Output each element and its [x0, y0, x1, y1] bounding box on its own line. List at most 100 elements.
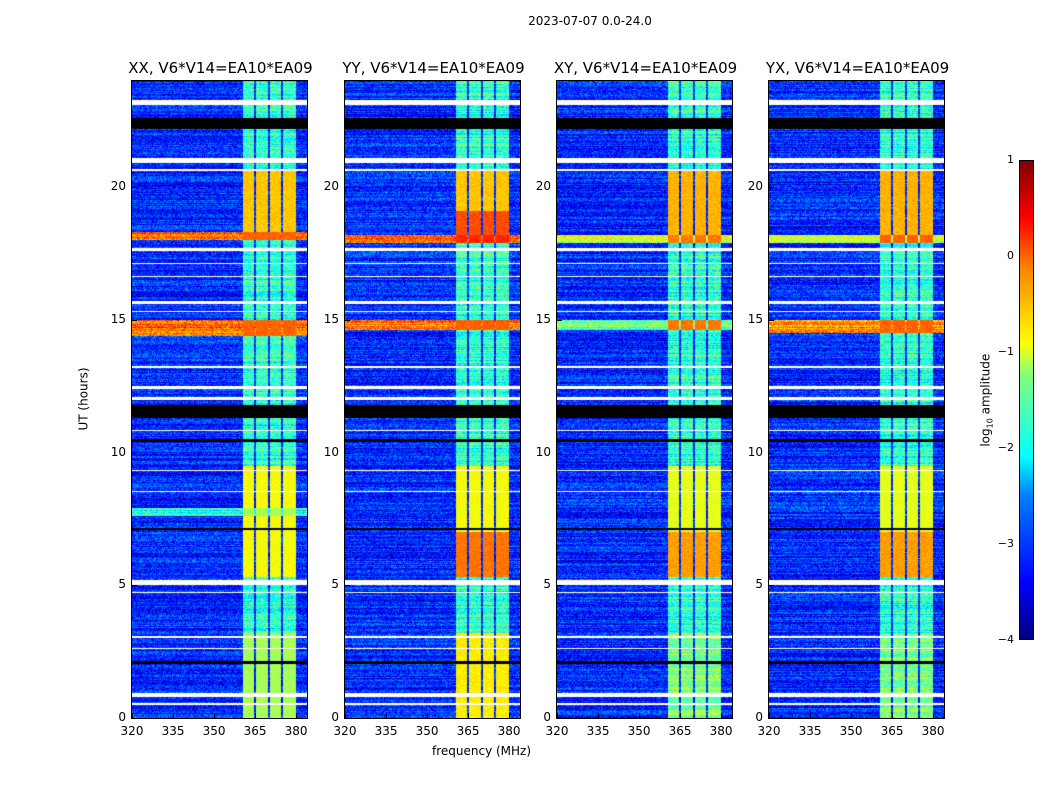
x-tick — [933, 713, 935, 718]
x-tick-label: 320 — [120, 724, 144, 738]
colorbar-tick-label: −3 — [997, 537, 1014, 550]
y-tick-label: 20 — [747, 179, 763, 194]
x-tick — [509, 713, 511, 718]
y-tick — [557, 319, 562, 321]
spectrogram-panel-4: YX, V6*V14=EA10*EA09 320 335 350 365 380 0 5 10 1… — [748, 59, 949, 738]
y-tick — [769, 187, 774, 189]
y-tick — [132, 718, 137, 719]
x-tick-label: 365 — [668, 724, 692, 738]
x-tick-label: 350 — [627, 724, 651, 738]
x-tick — [639, 713, 641, 718]
y-axis-label: UT (hours) — [76, 367, 91, 431]
y-tick-label: 10 — [323, 444, 339, 459]
x-tick-label: 350 — [839, 724, 863, 738]
x-tick — [721, 713, 723, 718]
y-tick-label: 0 — [331, 710, 339, 724]
x-tick-label: 380 — [284, 724, 308, 738]
x-tick — [680, 713, 682, 718]
y-tick — [132, 452, 137, 454]
y-tick — [345, 585, 350, 587]
y-tick-label: 15 — [535, 311, 551, 326]
panel-title: XX, V6*V14=EA10*EA09 — [128, 59, 313, 77]
x-tick-label: 365 — [880, 724, 904, 738]
x-tick — [851, 713, 853, 718]
heatmap-image — [132, 81, 307, 718]
colorbar — [1019, 160, 1034, 640]
y-tick-label: 15 — [747, 311, 763, 326]
y-tick-label: 5 — [543, 577, 551, 592]
y-tick-label: 5 — [118, 577, 126, 592]
x-tick-label: 320 — [333, 724, 357, 738]
x-axis-label: frequency (MHz) — [432, 744, 532, 758]
y-tick — [345, 718, 350, 719]
heatmap-image — [557, 81, 732, 718]
y-tick — [557, 452, 562, 454]
x-tick — [386, 713, 388, 718]
x-tick-label: 350 — [415, 724, 439, 738]
y-tick — [557, 718, 562, 719]
y-tick-label: 5 — [331, 577, 339, 592]
x-tick-label: 380 — [497, 724, 521, 738]
y-tick — [345, 319, 350, 321]
x-tick-label: 335 — [798, 724, 822, 738]
figure-title: 2023-07-07 0.0-24.0 — [528, 14, 652, 28]
colorbar-tick-label: 0 — [1007, 249, 1014, 262]
y-tick — [769, 452, 774, 454]
x-tick — [769, 713, 770, 718]
panel-title: YX, V6*V14=EA10*EA09 — [765, 59, 950, 77]
spectrogram-panel-1: XX, V6*V14=EA10*EA09 320 335 350 365 380 0 5 10 1… — [111, 59, 313, 738]
x-tick-label: 350 — [202, 724, 226, 738]
y-tick-label: 20 — [323, 179, 339, 194]
colorbar-tick-label: −4 — [997, 633, 1014, 646]
x-tick-label: 335 — [161, 724, 185, 738]
x-tick — [296, 713, 298, 718]
y-tick — [345, 187, 350, 189]
x-tick-label: 320 — [545, 724, 569, 738]
x-tick — [468, 713, 470, 718]
y-tick — [132, 585, 137, 587]
y-tick-label: 0 — [755, 710, 763, 724]
y-tick-label: 10 — [747, 444, 763, 459]
y-tick-label: 0 — [543, 710, 551, 724]
y-tick-label: 20 — [535, 179, 551, 194]
y-tick — [769, 319, 774, 321]
x-tick — [345, 713, 346, 718]
panel-title: YY, V6*V14=EA10*EA09 — [342, 59, 525, 77]
y-tick — [769, 718, 774, 719]
spectrogram-panel-2: YY, V6*V14=EA10*EA09 320 335 350 365 380 0 5 10 1… — [324, 59, 525, 738]
colorbar-label: log10 amplitude — [978, 353, 995, 447]
y-tick-label: 20 — [110, 179, 126, 194]
x-tick-label: 365 — [456, 724, 480, 738]
y-tick — [345, 452, 350, 454]
panel-title: XY, V6*V14=EA10*EA09 — [553, 59, 738, 77]
x-tick — [557, 713, 558, 718]
x-tick — [810, 713, 812, 718]
y-tick-label: 10 — [110, 444, 126, 459]
heatmap-image — [769, 81, 944, 718]
colorbar-tick-label: −2 — [997, 441, 1014, 454]
y-tick-label: 15 — [323, 311, 339, 326]
y-tick — [132, 187, 137, 189]
x-tick-label: 335 — [374, 724, 398, 738]
y-tick — [557, 585, 562, 587]
y-tick — [769, 585, 774, 587]
x-tick — [173, 713, 175, 718]
x-tick — [255, 713, 257, 718]
x-tick-label: 320 — [757, 724, 781, 738]
y-tick — [132, 319, 137, 321]
x-tick-label: 380 — [709, 724, 733, 738]
x-tick — [132, 713, 133, 718]
x-tick — [214, 713, 216, 718]
x-tick-label: 335 — [586, 724, 610, 738]
y-tick-label: 5 — [755, 577, 763, 592]
colorbar-tick-label: −1 — [997, 345, 1014, 358]
x-tick-label: 380 — [921, 724, 945, 738]
spectrogram-panel-3: XY, V6*V14=EA10*EA09 320 335 350 365 380 0 5 10 1… — [536, 59, 737, 738]
x-tick — [598, 713, 600, 718]
colorbar-tick-label: 1 — [1007, 153, 1014, 166]
y-tick-label: 0 — [118, 710, 126, 724]
heatmap-image — [345, 81, 520, 718]
y-tick — [557, 187, 562, 189]
y-tick-label: 10 — [535, 444, 551, 459]
